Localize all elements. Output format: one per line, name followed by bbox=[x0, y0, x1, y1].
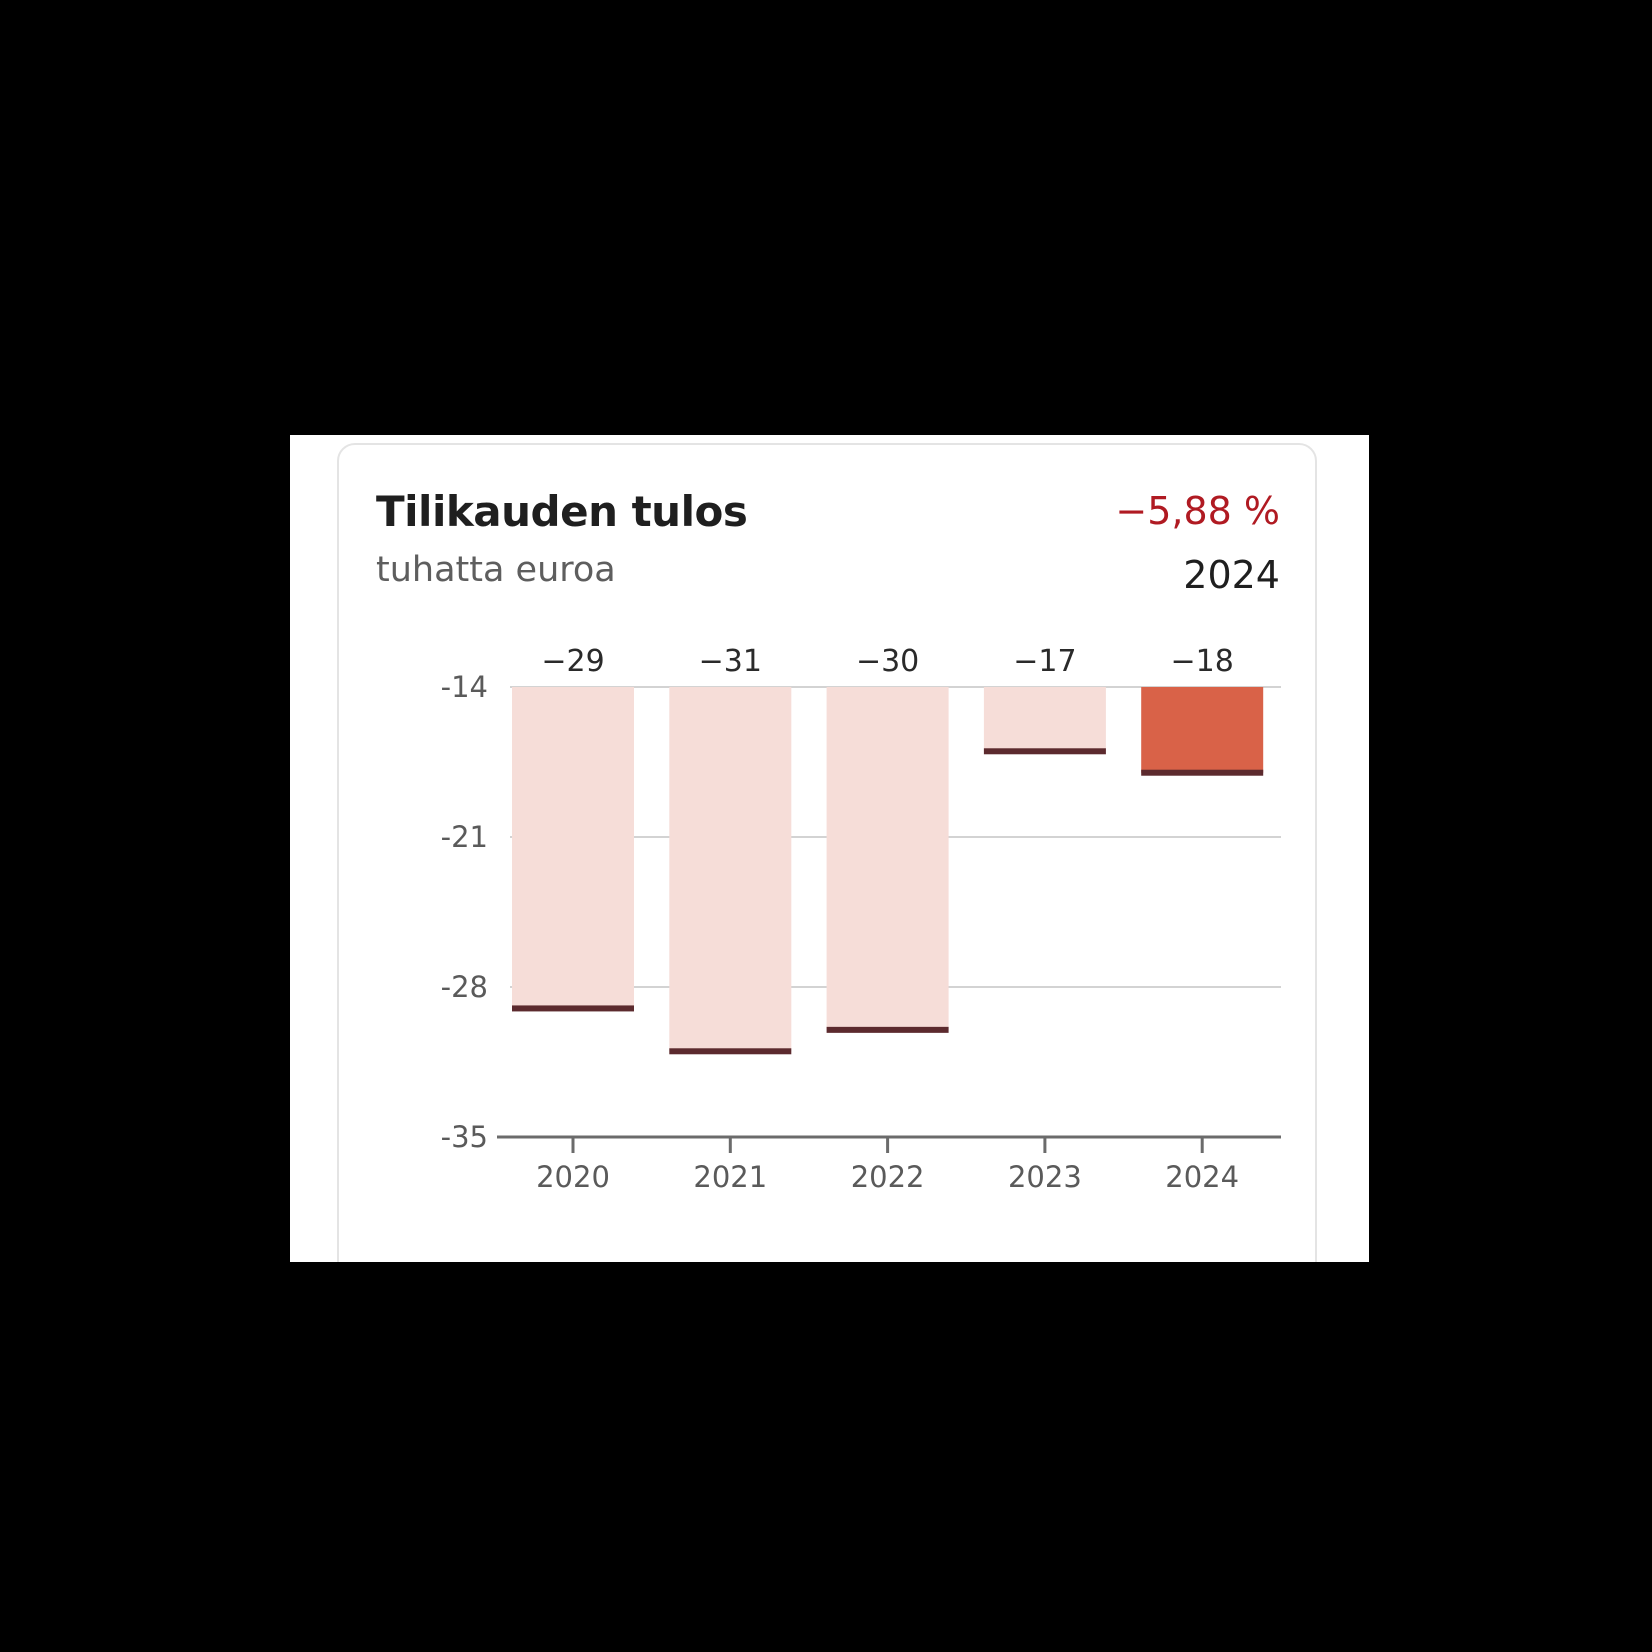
data-label: −31 bbox=[699, 644, 762, 679]
bar-end-marker bbox=[512, 1005, 634, 1012]
bar-end-marker bbox=[1141, 769, 1264, 776]
x-tick-label: 2023 bbox=[1008, 1160, 1082, 1194]
bar bbox=[512, 687, 634, 1009]
data-label: −30 bbox=[856, 644, 919, 679]
y-tick-label: -35 bbox=[441, 1120, 488, 1154]
latest-year: 2024 bbox=[1183, 553, 1280, 597]
data-label: −29 bbox=[541, 644, 604, 679]
bar-end-marker bbox=[669, 1048, 792, 1055]
data-label: −17 bbox=[1013, 644, 1076, 679]
data-label: −18 bbox=[1171, 644, 1234, 679]
bar bbox=[1141, 687, 1264, 773]
bar bbox=[669, 687, 792, 1052]
y-tick-label: -21 bbox=[441, 820, 488, 854]
chart-title: Tilikauden tulos bbox=[376, 487, 748, 536]
x-tick-label: 2021 bbox=[693, 1160, 767, 1194]
chart-subtitle: tuhatta euroa bbox=[376, 550, 616, 590]
bar-end-marker bbox=[983, 748, 1106, 755]
y-tick-label: -28 bbox=[441, 970, 488, 1004]
x-tick-label: 2024 bbox=[1165, 1160, 1239, 1194]
bar bbox=[826, 687, 949, 1030]
bar bbox=[983, 687, 1106, 752]
bar-end-marker bbox=[826, 1026, 949, 1033]
x-tick-label: 2022 bbox=[851, 1160, 925, 1194]
chart-panel: Tilikauden tulos tuhatta euroa −5,88 % 2… bbox=[290, 435, 1369, 1262]
x-tick-label: 2020 bbox=[536, 1160, 610, 1194]
change-percent: −5,88 % bbox=[1115, 489, 1280, 533]
y-tick-label: -14 bbox=[441, 670, 488, 704]
bar-chart: -14 -21 -28 -35 −29 2020 −31 2021 −30 2022 −17 2023… bbox=[441, 644, 1281, 1194]
